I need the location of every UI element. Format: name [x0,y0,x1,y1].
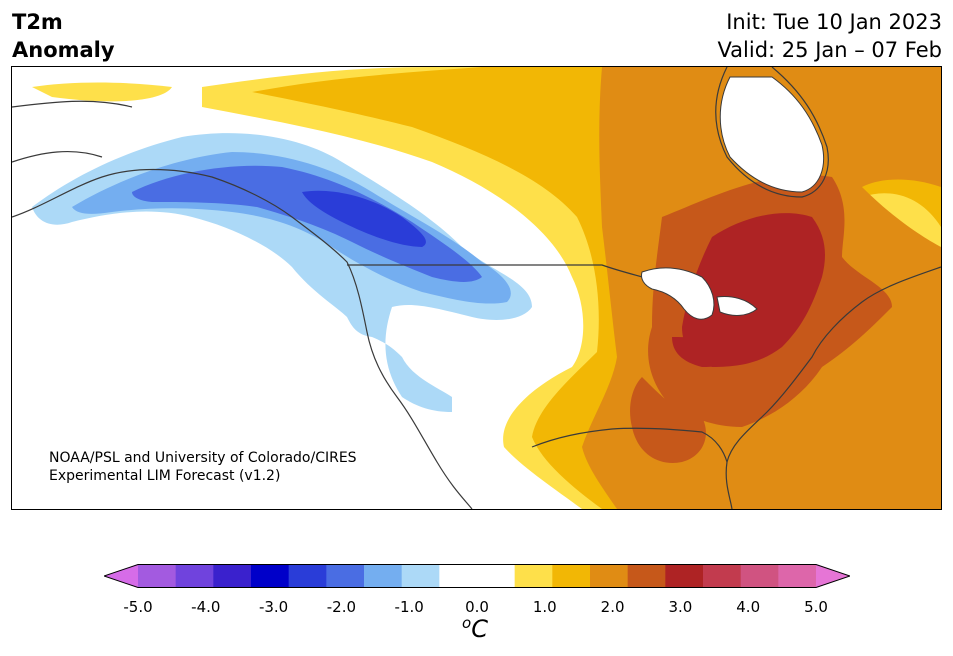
colorbar-bin [477,564,516,588]
unit-degree: o [462,614,472,632]
colorbar-bin [439,564,478,588]
colorbar-bin [740,564,779,588]
colorbar-bin [665,564,704,588]
colorbar-bin [703,564,742,588]
colorbar-under-extend [104,564,138,588]
colorbar-bin [288,564,327,588]
colorbar-unit: oC [462,614,488,643]
hudson-bay-coast [715,67,829,198]
valid-range: Valid: 25 Jan – 07 Feb [717,38,942,62]
colorbar-tick-label: -2.0 [326,598,357,616]
unit-letter: C [471,615,488,643]
credit-line-1: NOAA/PSL and University of Colorado/CIRE… [49,450,357,466]
warm-anomaly-6 [672,213,825,367]
colorbar-bin [627,564,666,588]
colorbar-outline [104,564,850,588]
colorbar-bin [401,564,440,588]
hudson-bay [719,76,825,193]
cool-anomaly-3 [132,165,482,282]
geographic-outlines [12,67,941,509]
forecast-dates: Init: Tue 10 Jan 2023 Valid: 25 Jan – 07… [717,8,942,64]
colorbar [104,564,850,588]
colorbar-tick-label: -4.0 [191,598,221,616]
map-canvas [12,67,941,509]
colorbar-bin [213,564,252,588]
map-title: T2m Anomaly [12,8,115,64]
anomaly-map [11,66,942,510]
colorbar-bin [251,564,290,588]
colorbar-over-extend [816,564,850,588]
colorbar-bin [175,564,214,588]
cool-anomaly-4 [302,190,426,247]
title-line-2: Anomaly [12,38,115,62]
init-date: Init: Tue 10 Jan 2023 [726,10,942,34]
west-coastline [12,100,473,509]
colorbar-bin [364,564,403,588]
colorbar-tick-label: -1.0 [394,598,424,616]
colorbar-bin [778,564,817,588]
gulf-coastline [531,427,728,463]
colorbar-tick-label: -5.0 [123,598,153,616]
colorbar-bin [514,564,553,588]
east-coastline [725,266,941,509]
colorbar-tick-label: 5.0 [804,598,828,616]
colorbar-tick-label: -3.0 [258,598,289,616]
great-lakes [641,267,758,320]
colorbar-tick-label: 2.0 [600,598,625,616]
colorbar-tick-label: 4.0 [736,598,761,616]
credit-line-2: Experimental LIM Forecast (v1.2) [49,468,281,484]
colorbar-bin [552,564,591,588]
credit-text: NOAA/PSL and University of Colorado/CIRE… [49,449,357,485]
colorbar-tick-label: 0.0 [465,598,489,616]
title-line-1: T2m [12,10,63,34]
colorbar-bin [138,564,177,588]
colorbar-tick-label: 1.0 [532,598,557,616]
colorbar-bin [590,564,629,588]
colorbar-tick-label: 3.0 [668,598,693,616]
colorbar-bin [326,564,365,588]
warm-anomaly-2 [32,82,172,102]
